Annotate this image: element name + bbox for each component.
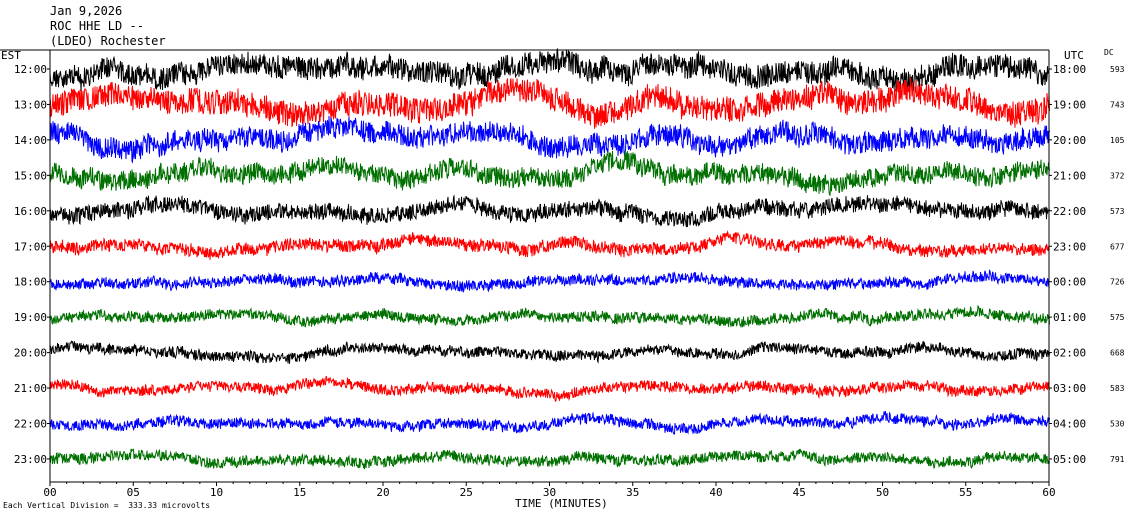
est-row-label: 13:00 (14, 98, 47, 111)
est-row-label: 14:00 (14, 134, 47, 147)
est-axis-label: EST (1, 49, 21, 62)
x-tick-label: 25 (460, 486, 473, 499)
network-label: (LDEO) Rochester (50, 34, 166, 48)
trace-1500 (49, 150, 1050, 197)
dc-value-label: 743 (1110, 100, 1125, 109)
est-row-label: 16:00 (14, 205, 47, 218)
x-tick-label: 60 (1042, 486, 1055, 499)
dc-header-label: DC (1104, 48, 1114, 57)
dc-value-label: 372 (1110, 171, 1125, 180)
x-tick-label: 55 (959, 486, 972, 499)
trace-1900 (49, 304, 1050, 328)
x-tick-label: 20 (376, 486, 389, 499)
chart-frame (0, 49, 1050, 483)
trace-2100 (49, 376, 1050, 403)
trace-2200 (49, 410, 1050, 436)
x-tick-label: 35 (626, 486, 639, 499)
dc-value-label: 791 (1110, 455, 1125, 464)
utc-row-label: 18:00 (1053, 63, 1086, 76)
x-axis-title: TIME (MINUTES) (515, 497, 608, 510)
trace-group (49, 48, 1050, 470)
est-row-label: 20:00 (14, 347, 47, 360)
x-tick-label: 05 (127, 486, 140, 499)
utc-row-label: 03:00 (1053, 382, 1086, 395)
utc-axis-label: UTC (1064, 49, 1084, 62)
x-axis-ticks: 00 05 10 15 20 25 30 35 40 45 50 55 60 (43, 482, 1056, 499)
utc-row-label: 04:00 (1053, 418, 1086, 431)
trace-1400 (49, 115, 1050, 164)
station-label: ROC HHE LD -- (50, 19, 144, 33)
trace-1700 (49, 230, 1050, 260)
x-tick-label: 40 (709, 486, 722, 499)
dc-value-label: 677 (1110, 242, 1125, 251)
utc-row-label: 02:00 (1053, 347, 1086, 360)
utc-row-label: 01:00 (1053, 311, 1086, 324)
utc-row-label: 19:00 (1053, 98, 1086, 111)
dc-value-label: 593 (1110, 65, 1125, 74)
x-tick-label: 30 (543, 486, 556, 499)
x-tick-label: 15 (293, 486, 306, 499)
utc-row-label: 23:00 (1053, 240, 1086, 253)
dc-value-label: 668 (1110, 349, 1125, 358)
dc-value-label: 726 (1110, 278, 1125, 287)
dc-value-label: 105 (1110, 136, 1125, 145)
dc-value-label: 583 (1110, 384, 1125, 393)
est-row-label: 21:00 (14, 382, 47, 395)
utc-row-label: 22:00 (1053, 205, 1086, 218)
est-row-label: 17:00 (14, 240, 47, 253)
trace-2300 (49, 448, 1050, 470)
trace-1200 (49, 48, 1050, 94)
trace-1600 (49, 194, 1050, 228)
date-label: Jan 9,2026 (50, 4, 123, 18)
utc-row-label: 21:00 (1053, 169, 1086, 182)
x-tick-label: 45 (793, 486, 806, 499)
x-tick-label: 00 (43, 486, 56, 499)
est-row-label: 15:00 (14, 169, 47, 182)
trace-1800 (49, 269, 1050, 294)
dc-value-label: 573 (1110, 207, 1125, 216)
utc-row-label: 05:00 (1053, 453, 1086, 466)
est-row-label: 23:00 (14, 453, 47, 466)
est-row-label: 12:00 (14, 63, 47, 76)
dc-value-label: 575 (1110, 313, 1125, 322)
row-labels: 12:00 18:00 593 13:00 19:00 743 14:00 20:00 105 1… (14, 63, 1125, 466)
trace-1300 (49, 77, 1050, 129)
x-tick-label: 50 (876, 486, 889, 499)
est-row-label: 22:00 (14, 418, 47, 431)
utc-row-label: 00:00 (1053, 276, 1086, 289)
utc-row-label: 20:00 (1053, 134, 1086, 147)
x-tick-label: 10 (210, 486, 223, 499)
est-row-label: 18:00 (14, 276, 47, 289)
dc-value-label: 530 (1110, 420, 1125, 429)
est-row-label: 19:00 (14, 311, 47, 324)
scale-footnote: Each Vertical Division = 333.33 microvol… (3, 501, 211, 510)
trace-2000 (49, 340, 1050, 364)
